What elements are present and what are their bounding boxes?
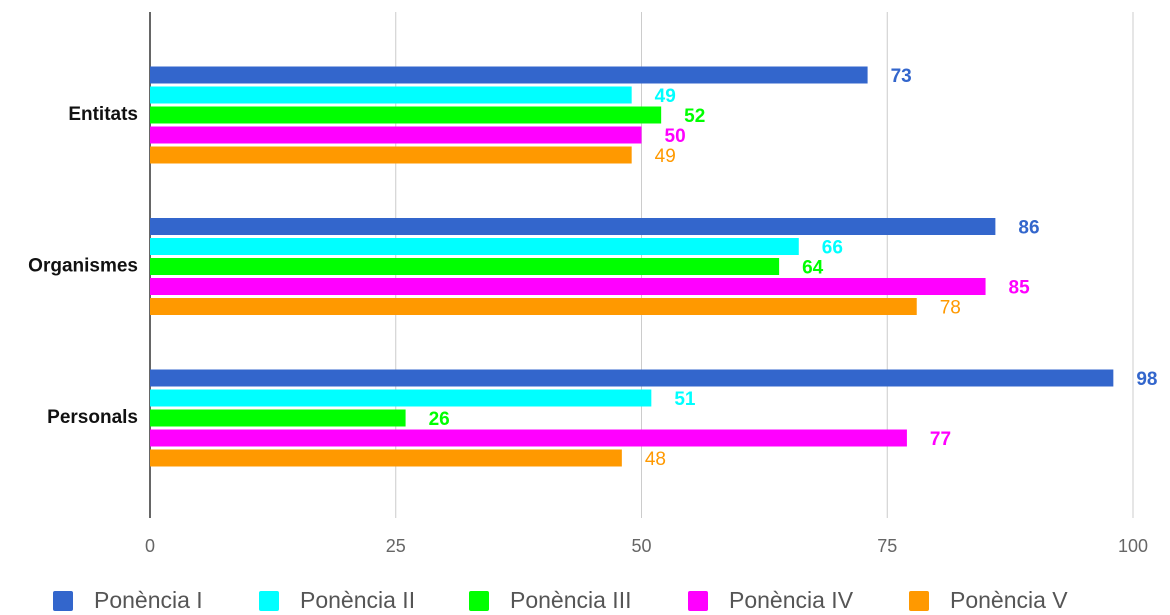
- value-label: 64: [802, 258, 824, 279]
- bar: [150, 106, 662, 124]
- x-tick-label: 0: [145, 536, 155, 556]
- bar: [150, 409, 406, 427]
- bar: [150, 278, 986, 295]
- value-label: 52: [684, 106, 705, 127]
- bar: [150, 146, 632, 164]
- value-label: 26: [429, 409, 450, 430]
- legend-label: Ponència IV: [729, 587, 854, 613]
- bar: [150, 429, 907, 447]
- legend-swatch: [53, 591, 73, 611]
- value-label: 98: [1136, 369, 1157, 390]
- value-label: 86: [1018, 218, 1039, 239]
- x-tick-label: 50: [631, 536, 651, 556]
- bar: [150, 238, 799, 255]
- value-label: 85: [1009, 278, 1031, 299]
- x-tick-label: 75: [877, 536, 897, 556]
- bar: [150, 66, 868, 84]
- legend-swatch: [259, 591, 279, 611]
- bar: [150, 258, 780, 275]
- legend-swatch: [688, 591, 708, 611]
- value-label: 66: [822, 238, 843, 259]
- legend-swatch: [909, 591, 929, 611]
- bar: [150, 126, 642, 144]
- bar: [150, 389, 652, 407]
- value-label: 78: [940, 298, 961, 319]
- value-label: 50: [665, 126, 686, 147]
- value-label: 77: [930, 429, 951, 450]
- bar: [150, 449, 622, 467]
- legend-label: Ponència II: [300, 587, 415, 613]
- value-label: 73: [891, 66, 912, 87]
- legend-label: Ponència I: [94, 587, 203, 613]
- legend-label: Ponència III: [510, 587, 631, 613]
- value-label: 48: [645, 449, 666, 470]
- value-label: 49: [655, 146, 676, 167]
- value-label: 49: [655, 86, 676, 107]
- category-label: Personals: [47, 407, 138, 428]
- x-tick-label: 100: [1118, 536, 1148, 556]
- value-label: 51: [674, 389, 696, 410]
- category-label: Organismes: [28, 256, 138, 277]
- legend-label: Ponència V: [950, 587, 1068, 613]
- category-label: Entitats: [68, 104, 138, 125]
- legend-swatch: [469, 591, 489, 611]
- bar: [150, 86, 632, 104]
- x-tick-label: 25: [386, 536, 406, 556]
- bar: [150, 369, 1114, 387]
- bar: [150, 218, 996, 235]
- bar: [150, 298, 917, 315]
